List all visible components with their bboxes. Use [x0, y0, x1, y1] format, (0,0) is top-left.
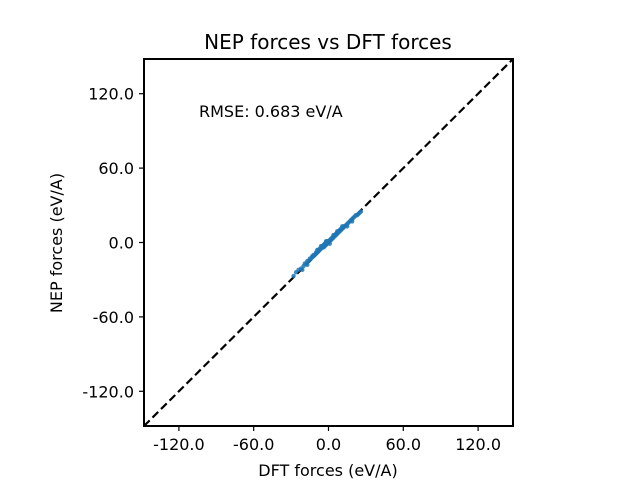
x-tick-label: 120.0	[455, 435, 501, 454]
scatter-point	[331, 232, 336, 238]
scatter-point	[305, 262, 310, 268]
scatter-point	[340, 224, 345, 229]
scatter-point	[323, 239, 329, 244]
x-tick-label: -120.0	[153, 435, 205, 454]
y-tick-label: -120.0	[82, 382, 134, 401]
reference-line-layer	[143, 58, 514, 427]
y-axis-label: NEP forces (eV/A)	[47, 173, 66, 313]
scatter-point	[327, 241, 332, 246]
scatter-point	[310, 253, 315, 259]
scatter-point	[315, 247, 320, 253]
scatter-point	[335, 229, 340, 234]
x-tick-label: 0.0	[316, 435, 341, 454]
scatter-point	[318, 244, 324, 249]
chart-title: NEP forces vs DFT forces	[204, 30, 452, 54]
y-tick-label: 120.0	[88, 85, 134, 104]
reference-line	[143, 58, 514, 427]
y-tick-label: 0.0	[109, 234, 134, 253]
scatter-point	[358, 209, 364, 214]
scatter-point	[291, 273, 296, 279]
scatter-point	[300, 267, 305, 272]
plot-area	[143, 58, 514, 427]
y-axis-ticks: -120.0 -60.0 0.0 60.0 120.0	[82, 85, 144, 401]
y-tick-label: -60.0	[93, 308, 134, 327]
x-axis-label: DFT forces (eV/A)	[258, 461, 397, 480]
rmse-annotation: RMSE: 0.683 eV/A	[199, 102, 343, 121]
points-layer	[291, 209, 364, 279]
x-tick-label: 60.0	[385, 435, 421, 454]
x-tick-label: -60.0	[233, 435, 274, 454]
x-axis-ticks: -120.0 -60.0 0.0 60.0 120.0	[153, 426, 501, 454]
scatter-point	[344, 224, 350, 229]
y-tick-label: 60.0	[98, 159, 134, 178]
scatter-point	[349, 219, 355, 224]
